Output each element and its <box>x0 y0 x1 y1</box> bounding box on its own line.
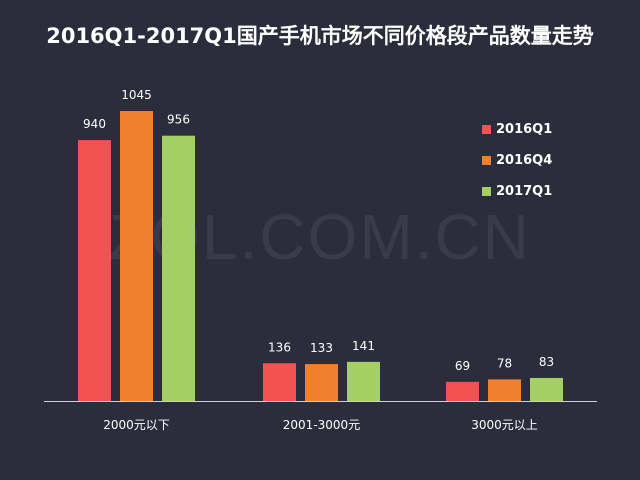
legend-label: 2016Q4 <box>496 153 553 168</box>
chart-title: 2016Q1-2017Q1国产手机市场不同价格段产品数量走势 <box>46 24 594 48</box>
data-label: 83 <box>539 355 554 369</box>
bar <box>162 135 195 402</box>
data-label: 141 <box>352 339 375 353</box>
legend-swatch <box>482 125 491 134</box>
data-label: 133 <box>310 341 333 355</box>
legend-item: 2016Q4 <box>482 145 552 176</box>
data-label: 956 <box>167 113 190 127</box>
bar <box>120 111 153 401</box>
bar <box>78 140 111 401</box>
data-label: 1045 <box>121 88 152 102</box>
legend-label: 2016Q1 <box>496 122 553 137</box>
bar <box>263 363 296 401</box>
bar <box>488 379 521 401</box>
category-label: 2000元以下 <box>103 418 170 432</box>
bar <box>530 377 563 401</box>
legend-item: 2016Q1 <box>482 114 552 145</box>
category-label: 3000元以上 <box>471 418 538 432</box>
legend-swatch <box>482 187 491 196</box>
data-label: 136 <box>268 340 291 354</box>
legend: 2016Q1 2016Q4 2017Q1 <box>482 114 552 207</box>
legend-label: 2017Q1 <box>496 184 553 199</box>
bar <box>446 381 479 401</box>
data-label: 940 <box>83 117 106 131</box>
legend-item: 2017Q1 <box>482 176 552 207</box>
legend-swatch <box>482 156 491 165</box>
category-label: 2001-3000元 <box>283 418 360 432</box>
bar <box>347 361 380 401</box>
data-label: 69 <box>455 359 470 373</box>
bar <box>305 364 338 401</box>
data-label: 78 <box>497 356 512 370</box>
